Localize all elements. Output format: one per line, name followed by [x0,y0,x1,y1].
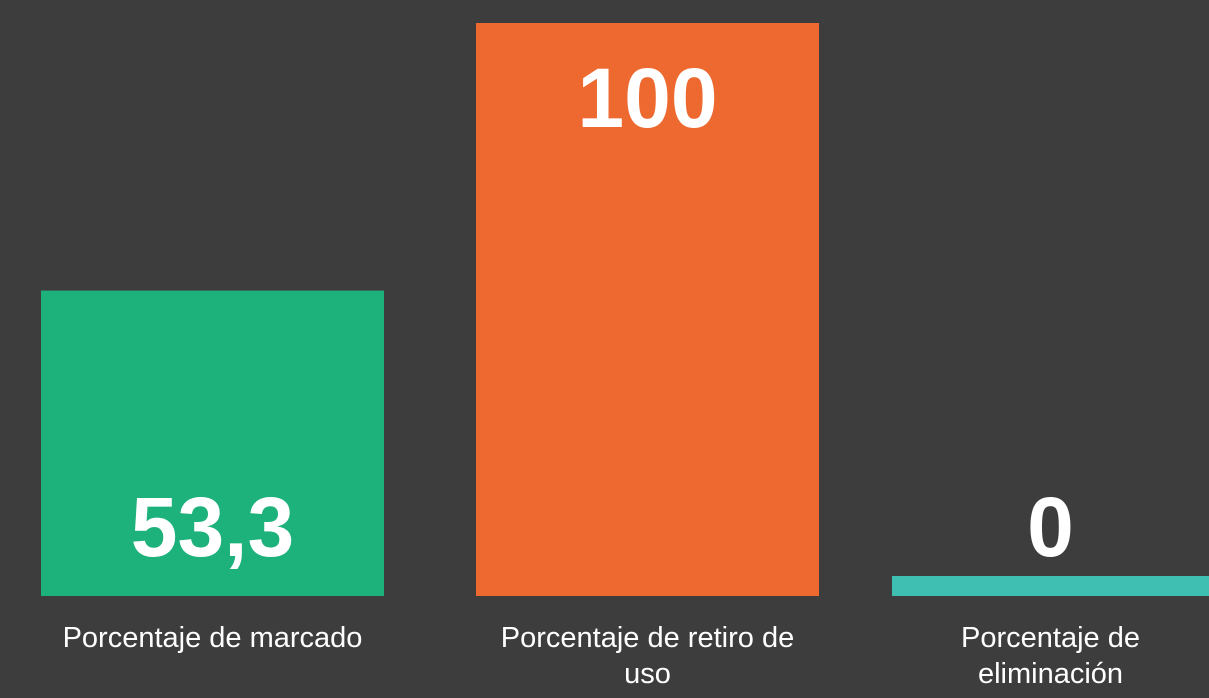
category-label: Porcentaje de eliminación [961,622,1140,690]
value-label: 53,3 [131,480,295,574]
bar [892,576,1209,596]
value-label: 100 [577,51,717,145]
bar [476,23,819,596]
value-label: 0 [1027,480,1074,574]
category-label: Porcentaje de marcado [62,622,363,654]
bar [41,290,384,596]
category-label: Porcentaje de retiro de uso [500,622,795,690]
